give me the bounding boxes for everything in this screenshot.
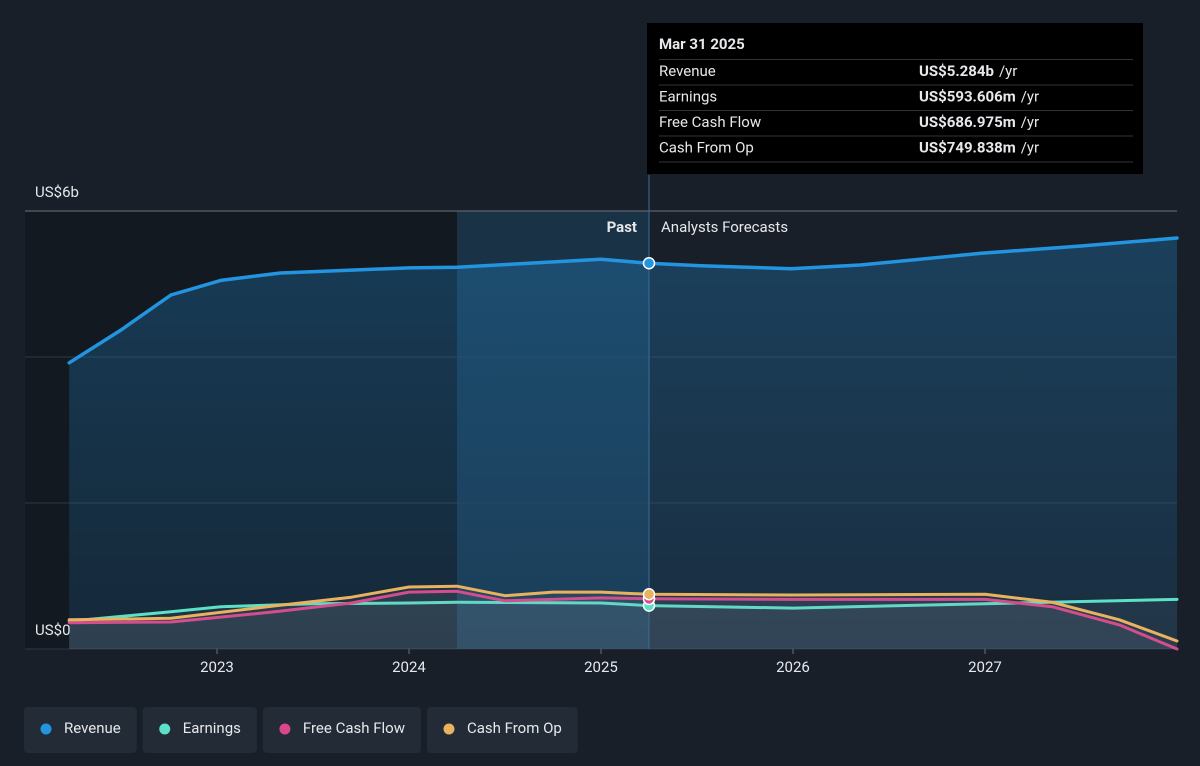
marker: [642, 257, 656, 270]
x-tick-label: 2024: [392, 658, 426, 676]
x-tick-label: 2026: [776, 658, 810, 676]
tooltip-unit: /yr: [999, 62, 1017, 80]
tooltip-unit: /yr: [1021, 87, 1039, 105]
area: [69, 599, 1177, 649]
legend-label: Revenue: [64, 719, 121, 737]
legend-label: Earnings: [183, 719, 241, 737]
legend-label: Free Cash Flow: [303, 719, 405, 737]
tooltip-value: US$5.284b: [919, 62, 994, 80]
tooltip-value: US$686.975m: [919, 113, 1016, 131]
line: [67, 584, 1179, 643]
line: [67, 236, 1179, 365]
legend-label: Cash From Op: [467, 719, 562, 737]
tooltip-box: [647, 23, 1143, 174]
legend-button: [262, 707, 421, 753]
tooltip-value: US$593.606m: [919, 87, 1016, 105]
x-tick-label: 2027: [968, 658, 1002, 676]
legend-item[interactable]: Revenue: [24, 707, 137, 753]
tooltip-date: Mar 31 2025: [659, 35, 745, 53]
marker: [642, 588, 656, 601]
legend-button: [426, 707, 578, 753]
legend-dot: [443, 723, 455, 735]
area: [69, 591, 1177, 649]
y-tick-label: US$0: [35, 621, 71, 639]
legend-dot: [279, 723, 291, 735]
x-tick-label: 2023: [200, 658, 234, 676]
line: [67, 597, 1179, 623]
y-tick-label: US$6b: [35, 183, 79, 201]
legend-item[interactable]: Free Cash Flow: [262, 707, 421, 753]
tooltip-name: Earnings: [659, 87, 717, 105]
past-label: Past: [607, 218, 637, 236]
forecast-label: Analysts Forecasts: [661, 218, 788, 236]
legend-item[interactable]: Cash From Op: [426, 707, 578, 753]
tooltip-name: Revenue: [659, 62, 716, 80]
legend-dot: [159, 723, 171, 735]
tooltip-name: Free Cash Flow: [659, 113, 761, 131]
tooltip: Mar 31 2025 Revenue US$5.284b/yr Earnings US…: [647, 23, 1143, 174]
area: [69, 238, 1177, 649]
tooltip-value: US$749.838m: [919, 138, 1016, 156]
legend-item[interactable]: Earnings: [142, 707, 257, 753]
tooltip-unit: /yr: [1021, 113, 1039, 131]
legend-button: [142, 707, 257, 753]
x-tick-label: 2025: [584, 658, 618, 676]
legend-dot: [40, 723, 52, 735]
legend-button: [24, 707, 137, 753]
area: [69, 586, 1177, 649]
tooltip-name: Cash From Op: [659, 138, 754, 156]
line: [67, 589, 1179, 651]
tooltip-unit: /yr: [1021, 138, 1039, 156]
